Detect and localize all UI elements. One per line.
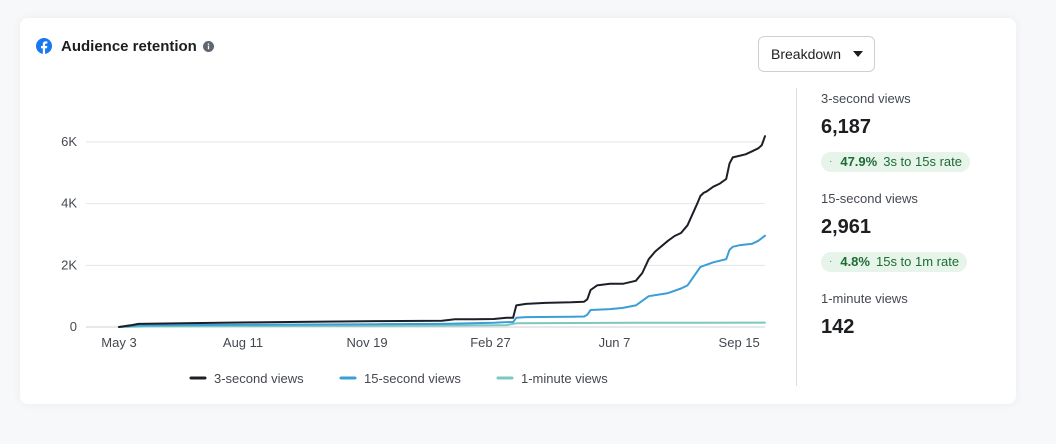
y-tick-label: 6K bbox=[61, 134, 77, 149]
legend-label: 1-minute views bbox=[521, 371, 608, 386]
x-tick-label: Feb 27 bbox=[470, 335, 510, 350]
audience-retention-card: Audience retention Breakdown 0 2K 4K 6K May … bbox=[20, 18, 1016, 404]
legend-label: 3-second views bbox=[214, 371, 304, 386]
legend-label: 15-second views bbox=[364, 371, 461, 386]
facebook-icon bbox=[36, 38, 52, 54]
breakdown-dropdown[interactable]: Breakdown bbox=[758, 36, 875, 72]
stat-label: 1-minute views bbox=[821, 291, 908, 306]
x-tick-label: Sep 15 bbox=[719, 335, 760, 350]
info-icon[interactable] bbox=[202, 40, 214, 52]
series-line-1 bbox=[118, 234, 766, 328]
stats-panel: 3-second views 6,187 · 47.9% 3s to 15s r… bbox=[821, 91, 970, 351]
rate-label: 3s to 15s rate bbox=[883, 154, 962, 169]
dot-icon: · bbox=[829, 256, 833, 267]
retention-line-chart: 0 2K 4K 6K May 3 Aug 11 Nov 19 Feb 27 Jun 7 Sep 1… bbox=[61, 134, 766, 386]
breakdown-label: Breakdown bbox=[771, 46, 842, 62]
x-tick-label: Aug 11 bbox=[223, 335, 263, 350]
stat-1-minute: 1-minute views 142 bbox=[821, 291, 970, 351]
x-tick-label: Jun 7 bbox=[599, 335, 631, 350]
x-tick-label: Nov 19 bbox=[346, 335, 387, 350]
y-tick-label: 4K bbox=[61, 196, 77, 211]
x-tick-label: May 3 bbox=[101, 335, 136, 350]
card-header: Audience retention bbox=[36, 36, 214, 56]
y-tick-label: 0 bbox=[70, 319, 77, 334]
dot-icon: · bbox=[829, 156, 833, 167]
series-line-2 bbox=[118, 321, 766, 328]
stat-value: 142 bbox=[821, 316, 855, 338]
rate-row: · 47.9% 3s to 15s rate bbox=[821, 151, 970, 191]
caret-down-icon bbox=[853, 51, 864, 57]
stat-value: 6,187 bbox=[821, 116, 872, 138]
rate-percent: 4.8% bbox=[840, 254, 870, 269]
y-tick-label: 2K bbox=[61, 257, 77, 272]
rate-badge-3s-15s: · 47.9% 3s to 15s rate bbox=[821, 151, 970, 172]
rate-label: 15s to 1m rate bbox=[875, 254, 960, 269]
stat-value: 2,961 bbox=[821, 216, 872, 238]
rate-row: · 4.8% 15s to 1m rate bbox=[821, 251, 970, 291]
card-title: Audience retention bbox=[61, 37, 197, 55]
rate-percent: 47.9% bbox=[840, 154, 878, 169]
series-line-0 bbox=[118, 135, 766, 328]
stat-label: 3-second views bbox=[821, 91, 911, 106]
rate-badge-15s-1m: · 4.8% 15s to 1m rate bbox=[821, 251, 968, 272]
stat-3-second: 3-second views 6,187 bbox=[821, 91, 970, 151]
stat-label: 15-second views bbox=[821, 191, 918, 206]
stat-15-second: 15-second views 2,961 bbox=[821, 191, 970, 251]
panel-divider bbox=[796, 88, 797, 386]
